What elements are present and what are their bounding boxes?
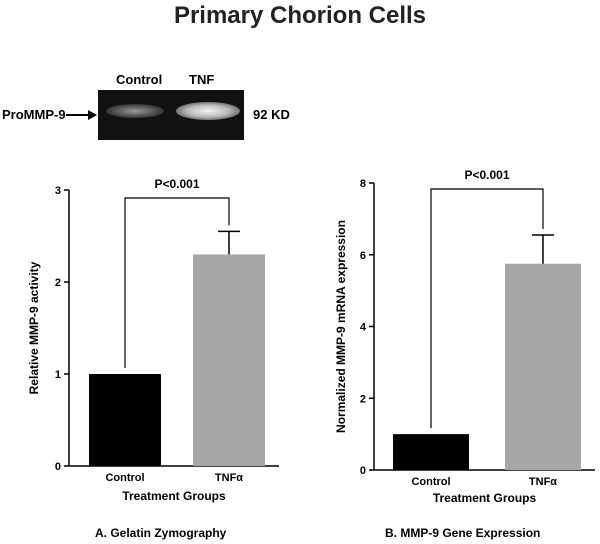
y-tick-label: 3	[55, 185, 61, 197]
x-tick-label: Control	[105, 472, 144, 484]
y-tick-label: 0	[360, 465, 366, 477]
y-tick-label: 8	[360, 178, 366, 190]
x-axis-label: Treatment Groups	[433, 491, 537, 505]
gel-lane-label-control: Control	[116, 72, 163, 87]
y-tick-label: 2	[360, 393, 366, 405]
significance-bracket	[124, 197, 230, 368]
x-tick-label: TNFα	[215, 472, 243, 484]
x-axis-label: Treatment Groups	[122, 489, 226, 503]
significance-bracket	[430, 188, 544, 429]
caption-a: A. Gelatin Zymography	[95, 526, 227, 540]
gel-lane-label-tnf: TNF	[189, 72, 215, 87]
bar	[89, 374, 161, 466]
gel-band-label: ProMMP-9	[2, 107, 66, 122]
significance-label: P<0.001	[154, 177, 199, 191]
caption-b: B. MMP-9 Gene Expression	[385, 526, 541, 540]
y-tick-label: 6	[360, 250, 366, 262]
gel-band-control	[106, 104, 164, 118]
y-axis-label: Relative MMP-9 activity	[27, 261, 41, 394]
chart-gelatin-zymography: Relative MMP-9 activity Treatment Groups…	[27, 177, 279, 503]
gel-band-tnf	[176, 102, 240, 120]
y-axis-label: Normalized MMP-9 mRNA expression	[334, 220, 348, 433]
gel-size-label: 92 KD	[253, 107, 290, 122]
page-title: Primary Chorion Cells	[173, 2, 427, 29]
chart-gene-expression: Normalized MMP-9 mRNA expression Treatme…	[334, 168, 595, 505]
bar	[505, 263, 581, 470]
y-tick-label: 0	[55, 461, 61, 473]
x-tick-label: TNFα	[529, 476, 557, 488]
y-tick-label: 2	[55, 277, 61, 289]
gel-image	[98, 90, 244, 140]
bar	[193, 254, 265, 466]
x-tick-label: Control	[411, 476, 450, 488]
y-tick-label: 4	[360, 322, 367, 334]
y-tick-label: 1	[55, 369, 61, 381]
arrow-right-icon	[66, 110, 97, 120]
bar	[393, 434, 469, 470]
significance-label: P<0.001	[464, 168, 509, 182]
